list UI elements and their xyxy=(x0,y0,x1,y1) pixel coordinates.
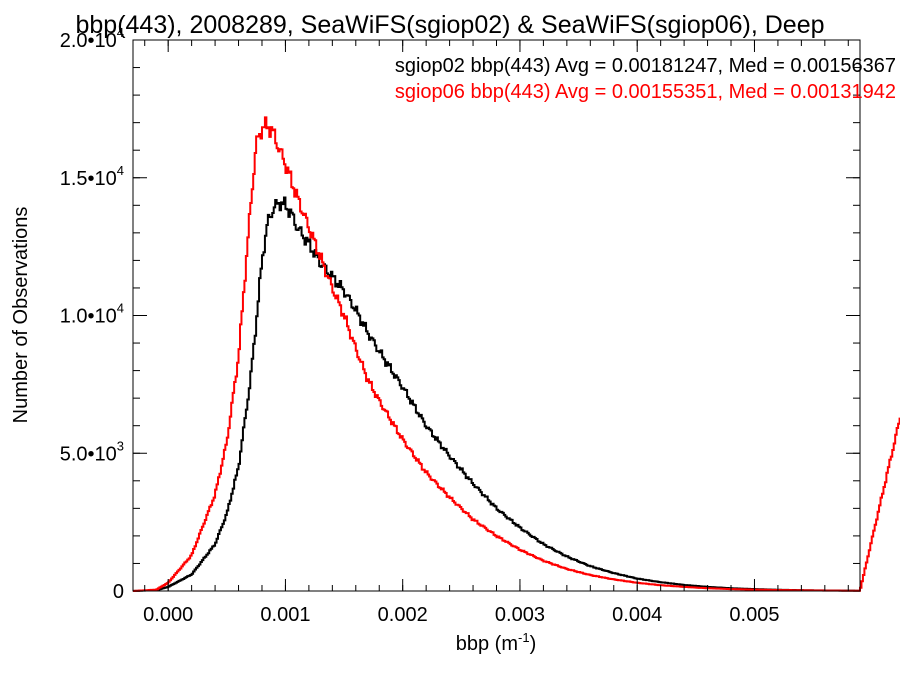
x-axis-label-main: bbp (m xyxy=(456,633,518,655)
y-tick-label: 2.0•104 xyxy=(60,25,124,52)
y-tick-label-exponent: 3 xyxy=(117,438,124,453)
legend-entry-1: sgiop02 bbp(443) Avg = 0.00181247, Med =… xyxy=(395,55,896,77)
y-tick-label: 5.0•103 xyxy=(60,438,124,465)
ticks-layer: 0.000 0.001 0.002 0.003 0.004 0.005 0 5.0•103 1.… xyxy=(60,25,860,626)
y-tick-label: 1.5•104 xyxy=(60,163,124,190)
chart-title: bbp(443), 2008289, SeaWiFS(sgiop02) & Se… xyxy=(75,11,824,39)
series-line-2 xyxy=(133,116,900,592)
y-tick-label-base: 2.0•10 xyxy=(60,30,117,52)
x-axis-label-close: ) xyxy=(530,633,537,655)
y-tick-label-base: 0 xyxy=(113,581,124,603)
x-tick-label: 0.005 xyxy=(729,604,779,626)
x-tick-label: 0.001 xyxy=(260,604,310,626)
series-layer xyxy=(133,116,900,592)
series-line-1 xyxy=(133,196,860,592)
y-tick-label-exponent: 4 xyxy=(117,25,124,40)
y-tick-label-base: 5.0•10 xyxy=(60,443,117,465)
legend: sgiop02 bbp(443) Avg = 0.00181247, Med =… xyxy=(395,55,896,103)
x-axis-label: bbp (m-1) xyxy=(456,630,536,655)
y-tick-label: 0 xyxy=(113,581,124,603)
legend-entry-2: sgiop06 bbp(443) Avg = 0.00155351, Med =… xyxy=(395,81,896,103)
x-tick-label: 0.002 xyxy=(378,604,428,626)
y-tick-label-base: 1.5•10 xyxy=(60,168,117,190)
y-tick-label-exponent: 4 xyxy=(117,301,124,316)
y-tick-label: 1.0•104 xyxy=(60,301,124,328)
x-tick-label: 0.003 xyxy=(495,604,545,626)
y-tick-label-base: 1.0•10 xyxy=(60,306,117,328)
x-tick-label: 0.004 xyxy=(612,604,662,626)
y-axis-label: Number of Observations xyxy=(10,207,32,424)
y-tick-label-exponent: 4 xyxy=(117,163,124,178)
x-axis-label-superscript: -1 xyxy=(518,630,530,645)
x-tick-label: 0.000 xyxy=(143,604,193,626)
